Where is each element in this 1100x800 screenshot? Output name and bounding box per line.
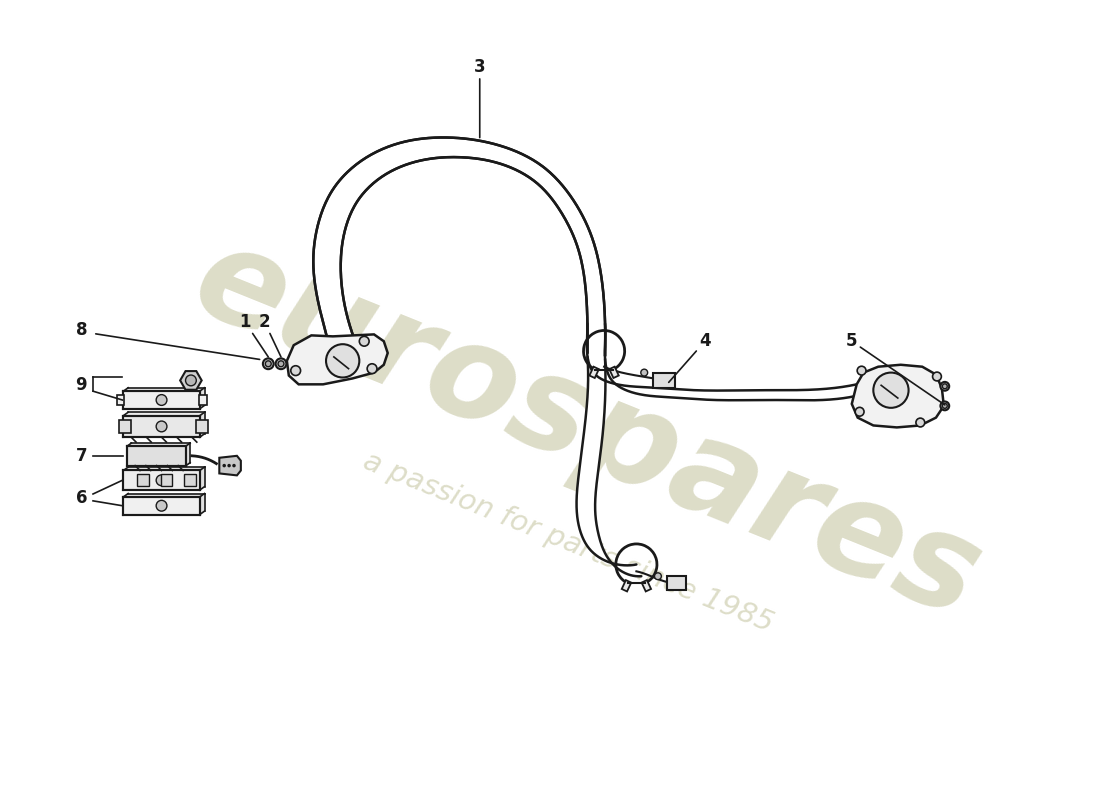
Circle shape	[940, 382, 949, 390]
Polygon shape	[586, 324, 859, 400]
Polygon shape	[200, 494, 205, 514]
Bar	[123, 416, 200, 438]
Circle shape	[943, 403, 947, 408]
Bar	[123, 497, 200, 514]
Bar	[117, 395, 124, 405]
Text: a passion for parts since 1985: a passion for parts since 1985	[359, 446, 777, 638]
Text: 5: 5	[846, 332, 945, 405]
Polygon shape	[851, 365, 944, 427]
Text: 8: 8	[76, 321, 87, 338]
Bar	[161, 474, 173, 486]
Polygon shape	[621, 580, 631, 591]
Bar	[123, 391, 200, 409]
Text: 7: 7	[76, 447, 87, 465]
Polygon shape	[287, 334, 387, 384]
Polygon shape	[123, 388, 205, 391]
Polygon shape	[200, 388, 205, 409]
Polygon shape	[123, 467, 205, 470]
Circle shape	[360, 336, 370, 346]
Circle shape	[290, 366, 300, 375]
Text: 4: 4	[669, 332, 711, 382]
Circle shape	[857, 366, 866, 375]
Text: 2: 2	[258, 313, 280, 357]
Polygon shape	[609, 366, 618, 378]
Polygon shape	[576, 357, 641, 576]
Circle shape	[278, 361, 284, 366]
Polygon shape	[123, 494, 205, 497]
Circle shape	[943, 384, 947, 389]
Polygon shape	[590, 366, 598, 378]
Circle shape	[222, 464, 226, 467]
Polygon shape	[186, 443, 190, 466]
Bar	[138, 474, 148, 486]
Polygon shape	[128, 443, 190, 446]
Polygon shape	[200, 412, 205, 438]
Circle shape	[933, 372, 942, 381]
Circle shape	[641, 369, 648, 376]
Bar	[128, 446, 186, 466]
Text: 3: 3	[474, 58, 485, 138]
Circle shape	[156, 500, 167, 511]
Polygon shape	[219, 456, 241, 475]
Circle shape	[156, 394, 167, 406]
Polygon shape	[123, 412, 205, 416]
Bar	[120, 419, 131, 434]
Circle shape	[326, 344, 360, 378]
Polygon shape	[200, 467, 205, 490]
Circle shape	[186, 375, 196, 386]
Circle shape	[654, 573, 661, 580]
Circle shape	[156, 475, 167, 486]
Circle shape	[156, 421, 167, 432]
Bar	[123, 470, 200, 490]
Bar	[199, 395, 207, 405]
Circle shape	[855, 407, 864, 416]
FancyBboxPatch shape	[653, 373, 674, 388]
Circle shape	[263, 358, 274, 369]
Circle shape	[873, 373, 909, 408]
Text: eurospares: eurospares	[177, 214, 998, 645]
Circle shape	[276, 358, 286, 369]
Circle shape	[232, 464, 235, 467]
Polygon shape	[314, 138, 605, 356]
Bar	[196, 419, 208, 434]
Bar	[184, 474, 196, 486]
Text: 9: 9	[76, 376, 87, 394]
Text: 1: 1	[239, 313, 268, 357]
Polygon shape	[641, 580, 651, 591]
Circle shape	[265, 361, 272, 366]
Circle shape	[228, 464, 231, 467]
Text: 6: 6	[76, 489, 87, 507]
Circle shape	[940, 402, 949, 410]
FancyBboxPatch shape	[667, 576, 686, 590]
Circle shape	[916, 418, 925, 427]
Circle shape	[367, 364, 377, 374]
